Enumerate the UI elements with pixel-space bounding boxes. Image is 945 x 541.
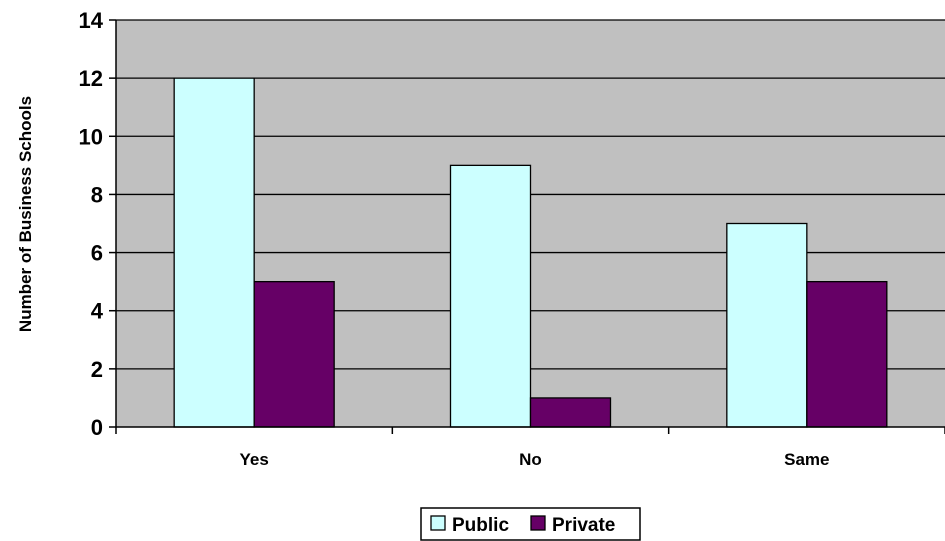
x-tick-label: Same: [784, 450, 829, 469]
bar-public-same: [726, 222, 808, 428]
legend-swatch-public: [430, 515, 446, 531]
y-tick-label: 4: [91, 299, 104, 324]
bar-public-yes: [173, 77, 255, 428]
bar-public-no: [449, 164, 532, 428]
y-tick-label: 0: [91, 415, 103, 440]
y-tick-label: 8: [91, 182, 103, 207]
y-tick-label: 14: [79, 8, 104, 33]
y-tick-label: 10: [79, 124, 103, 149]
bar-private-yes: [253, 280, 335, 428]
legend-label-private: Private: [552, 515, 615, 536]
legend-swatch-private: [530, 515, 546, 531]
y-tick-label: 2: [91, 357, 103, 382]
axes: [109, 19, 945, 434]
bar-private-no: [529, 397, 612, 428]
y-tick-labels: 0 2 4 6 8 10 12 14: [79, 8, 104, 440]
x-tick-labels: Yes No Same: [240, 450, 830, 469]
legend: Public Private: [420, 507, 641, 541]
bar-private-same: [806, 280, 888, 428]
x-tick-label: Yes: [240, 450, 269, 469]
y-tick-label: 6: [91, 241, 103, 266]
y-axis-title: Number of Business Schools: [16, 96, 35, 332]
legend-label-public: Public: [452, 515, 509, 536]
x-tick-label: No: [519, 450, 542, 469]
y-tick-label: 12: [79, 66, 103, 91]
